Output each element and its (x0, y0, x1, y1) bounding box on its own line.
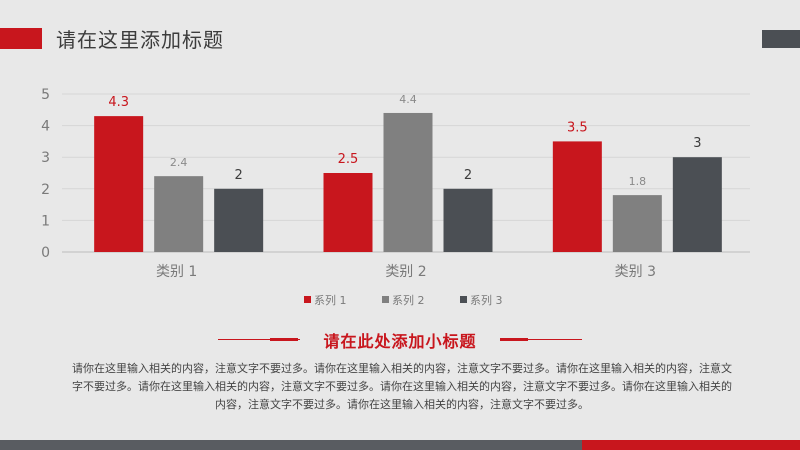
subtitle-left-dash (270, 338, 298, 341)
y-tick-label: 0 (41, 245, 50, 261)
x-tick-label: 类别 1 (156, 264, 197, 280)
data-label: 4.3 (108, 95, 129, 110)
legend-swatch (382, 296, 389, 303)
y-tick-label: 3 (41, 150, 50, 166)
bar (672, 157, 722, 252)
y-tick-label: 1 (41, 213, 50, 229)
data-label: 3.5 (567, 120, 588, 135)
bar (214, 188, 264, 252)
y-tick-label: 4 (41, 119, 50, 135)
subtitle-right-dash (500, 338, 528, 341)
data-label: 2.4 (170, 156, 188, 169)
bar-chart: 0 1 2 3 4 5 4.3 2.4 2 类别 1 2.5 4.4 2 类别 2 3.5 1.8 3 类别 3 系… (41, 87, 750, 307)
footer-accent-bar (582, 440, 800, 450)
bar (323, 173, 373, 252)
title-accent-bar (0, 28, 42, 49)
data-label: 4.4 (399, 93, 417, 106)
legend-label: 系列 1 (314, 293, 347, 307)
x-tick-label: 类别 3 (615, 264, 656, 280)
subtitle-block: 请在此处添加小标题 (0, 324, 800, 354)
y-tick-label: 5 (41, 87, 50, 103)
body-paragraph: 请你在这里输入相关的内容，注意文字不要过多。请你在这里输入相关的内容，注意文字不… (72, 362, 732, 411)
subtitle-right-line (500, 339, 582, 340)
data-label: 2 (464, 168, 472, 183)
bar (443, 188, 493, 252)
data-label: 1.8 (629, 175, 647, 188)
y-tick-label: 2 (41, 182, 50, 198)
x-tick-label: 类别 2 (385, 264, 426, 280)
corner-accent-bar (762, 30, 800, 48)
bar (612, 195, 662, 252)
data-label: 2 (235, 168, 243, 183)
data-label: 2.5 (338, 152, 359, 167)
bar (383, 112, 433, 253)
legend-swatch (460, 296, 467, 303)
legend-swatch (304, 296, 311, 303)
data-label: 3 (693, 136, 701, 151)
page-title: 请在这里添加标题 (56, 28, 224, 52)
footer-bar (0, 440, 800, 450)
subtitle-left-line (218, 339, 300, 340)
bar (154, 176, 204, 252)
legend-label: 系列 2 (392, 293, 425, 307)
legend-label: 系列 3 (470, 293, 503, 307)
bar (94, 116, 144, 253)
bar (552, 141, 602, 252)
subtitle: 请在此处添加小标题 (323, 332, 477, 351)
